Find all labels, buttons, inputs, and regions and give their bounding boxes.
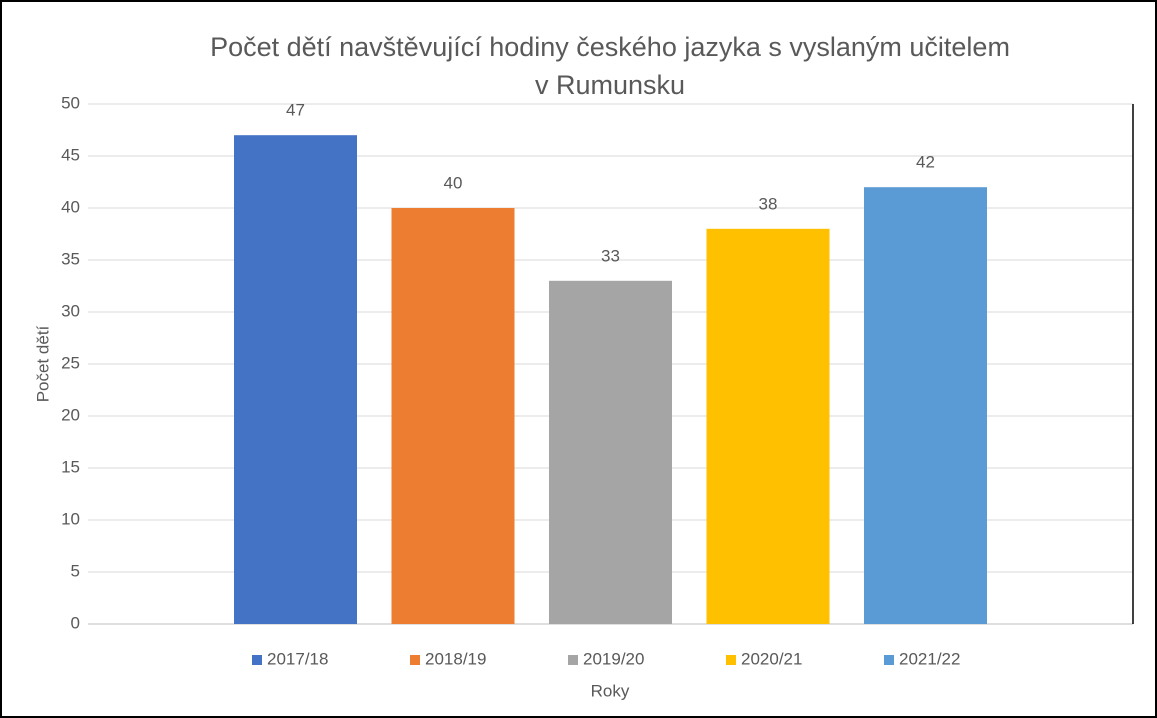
y-tick-label: 40 (61, 197, 80, 216)
legend-label: 2020/21 (741, 649, 802, 668)
y-tick-label: 5 (71, 561, 80, 580)
y-tick-label: 10 (61, 509, 80, 528)
legend-swatch (884, 655, 894, 665)
y-tick-label: 30 (61, 301, 80, 320)
legend-label: 2019/20 (583, 649, 644, 668)
data-label: 47 (286, 101, 305, 120)
legend-label: 2021/22 (899, 649, 960, 668)
y-tick-label: 45 (61, 145, 80, 164)
data-label: 40 (444, 173, 463, 192)
legend-swatch (726, 655, 736, 665)
y-tick-label: 0 (71, 613, 80, 632)
y-tick-label: 25 (61, 353, 80, 372)
legend-swatch (568, 655, 578, 665)
y-axis-label: Počet dětí (33, 325, 52, 402)
data-label: 42 (916, 153, 935, 172)
x-axis-label: Roky (591, 681, 630, 700)
legend-label: 2017/18 (267, 649, 328, 668)
bar (549, 280, 672, 624)
y-tick-label: 15 (61, 457, 80, 476)
bar (391, 208, 515, 624)
bar (864, 187, 987, 624)
chart-title: Počet dětí navštěvující hodiny českého j… (210, 32, 1010, 100)
y-tick-label: 35 (61, 249, 80, 268)
bar (706, 228, 830, 625)
legend-swatch (252, 655, 262, 665)
y-tick-label: 50 (61, 93, 80, 112)
data-label: 33 (601, 246, 620, 265)
data-label: 38 (759, 194, 778, 213)
legend-swatch (410, 655, 420, 665)
bar (234, 135, 357, 624)
y-tick-label: 20 (61, 405, 80, 424)
legend-label: 2018/19 (425, 649, 486, 668)
